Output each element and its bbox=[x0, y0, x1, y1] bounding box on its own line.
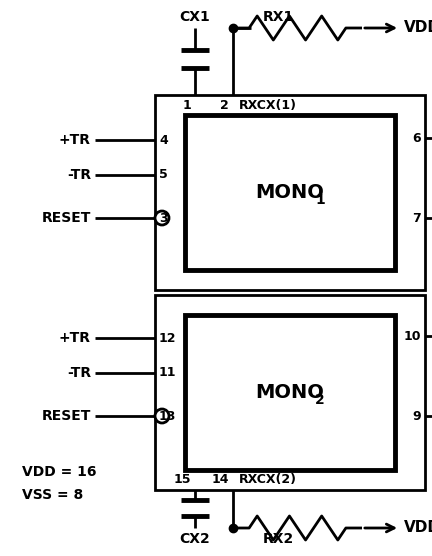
Bar bbox=[185, 315, 395, 470]
Text: VDD = 16: VDD = 16 bbox=[22, 465, 96, 479]
Text: -TR: -TR bbox=[67, 168, 91, 182]
Circle shape bbox=[155, 409, 169, 423]
Circle shape bbox=[155, 211, 169, 225]
Text: 5: 5 bbox=[159, 168, 168, 181]
Text: VSS = 8: VSS = 8 bbox=[22, 488, 83, 502]
Text: 14: 14 bbox=[212, 473, 229, 486]
Text: 6: 6 bbox=[413, 132, 421, 145]
Text: MONO: MONO bbox=[256, 383, 324, 402]
Text: 10: 10 bbox=[403, 330, 421, 342]
Text: 7: 7 bbox=[412, 211, 421, 225]
Text: 13: 13 bbox=[159, 410, 176, 423]
Text: 2: 2 bbox=[220, 99, 229, 112]
Text: CX1: CX1 bbox=[180, 10, 210, 24]
Bar bbox=[185, 115, 395, 270]
Text: CX2: CX2 bbox=[180, 532, 210, 546]
Text: 4: 4 bbox=[159, 133, 168, 146]
Text: +TR: +TR bbox=[59, 331, 91, 345]
Text: RX2: RX2 bbox=[262, 532, 294, 546]
Text: -TR: -TR bbox=[67, 366, 91, 380]
Text: MONO: MONO bbox=[256, 183, 324, 202]
Text: 9: 9 bbox=[413, 410, 421, 423]
Text: 12: 12 bbox=[159, 331, 177, 345]
Text: VDD: VDD bbox=[404, 520, 432, 535]
Text: 15: 15 bbox=[174, 473, 191, 486]
Text: 3: 3 bbox=[159, 211, 168, 225]
Text: +TR: +TR bbox=[59, 133, 91, 147]
Text: 11: 11 bbox=[159, 366, 177, 380]
Text: RX1: RX1 bbox=[262, 10, 294, 24]
Text: VDD: VDD bbox=[404, 21, 432, 36]
Bar bbox=[155, 295, 425, 490]
Text: RESET: RESET bbox=[41, 211, 91, 225]
Text: RXCX(1): RXCX(1) bbox=[239, 99, 297, 112]
Text: 2: 2 bbox=[315, 394, 325, 408]
Text: 1: 1 bbox=[182, 99, 191, 112]
Text: 1: 1 bbox=[315, 193, 325, 207]
Text: RXCX(2): RXCX(2) bbox=[239, 473, 297, 486]
Bar bbox=[155, 95, 425, 290]
Text: RESET: RESET bbox=[41, 409, 91, 423]
